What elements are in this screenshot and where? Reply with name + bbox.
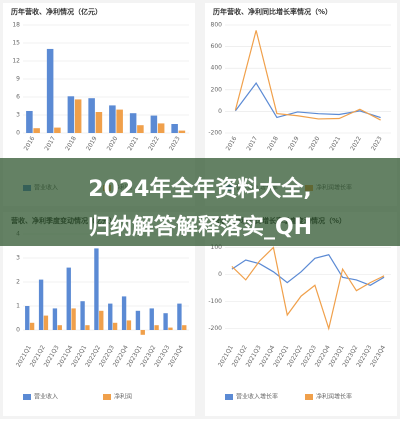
bar (168, 327, 173, 330)
legend-swatch (103, 394, 111, 400)
bar (80, 301, 85, 330)
bar (85, 325, 90, 330)
bar (116, 109, 123, 133)
bar (163, 313, 168, 330)
bar (171, 124, 178, 133)
legend-swatch (225, 394, 233, 400)
bar (150, 115, 158, 133)
bar (177, 303, 182, 330)
line (234, 30, 381, 121)
bar (126, 320, 132, 330)
bar (121, 296, 127, 330)
y-tick-label: 200 (211, 86, 223, 93)
bar (74, 99, 82, 133)
y-tick-label: 0 (16, 327, 20, 334)
line (231, 254, 385, 286)
bar (157, 123, 165, 133)
y-tick-label: 1 (16, 303, 20, 310)
y-tick-label: 0 (218, 271, 222, 278)
bar (33, 128, 40, 133)
y-tick-label: 0 (16, 130, 20, 137)
bar (71, 308, 76, 330)
banner-line: 归纳解答解释落实_QH (88, 214, 312, 240)
bar (54, 127, 61, 133)
banner-line: 2024年全年资料大全, (88, 176, 312, 202)
bar (38, 279, 44, 330)
y-tick-label: -100 (208, 298, 222, 305)
bar (149, 308, 154, 330)
bar (99, 310, 104, 330)
bar (95, 112, 103, 133)
bar (25, 306, 30, 330)
legend-swatch (23, 394, 31, 400)
line (231, 246, 385, 331)
y-tick-label: 3 (16, 255, 20, 262)
bar (52, 308, 58, 330)
y-tick-label: 9 (16, 76, 20, 83)
bar (109, 105, 116, 133)
bar (178, 130, 186, 133)
legend-label: 净利润 (114, 393, 132, 401)
bar (66, 267, 71, 330)
y-tick-label: 100 (211, 244, 223, 251)
bar (67, 96, 75, 133)
chart-title: 历年营收、净利情况（亿元） (11, 7, 102, 16)
y-tick-label: -200 (208, 130, 222, 137)
legend-swatch (305, 394, 313, 400)
y-tick-label: 400 (211, 65, 223, 72)
y-tick-label: 3 (16, 112, 20, 119)
bar (154, 325, 159, 330)
y-tick-label: 18 (12, 22, 20, 29)
bar (135, 310, 141, 330)
bar (137, 125, 144, 133)
bar (57, 325, 62, 330)
y-tick-label: 6 (16, 94, 20, 101)
y-tick-label: 12 (12, 58, 20, 65)
bar (26, 110, 33, 133)
line (234, 82, 381, 119)
bar (108, 303, 113, 330)
y-tick-label: 600 (211, 43, 223, 50)
legend-label: 营业收入增长率 (236, 393, 278, 401)
y-tick-label: -200 (208, 325, 222, 332)
bar (182, 325, 187, 330)
legend-label: 净利润增长率 (316, 393, 352, 401)
chart-title: 历年营收、净利同比增长率情况（%） (213, 7, 332, 16)
legend-label: 营业收入 (34, 393, 58, 401)
bar (46, 48, 54, 133)
bar (94, 248, 99, 330)
banner-bg (0, 158, 400, 246)
bar (140, 330, 145, 335)
bar (112, 322, 118, 330)
y-tick-label: 15 (12, 40, 20, 47)
y-tick-label: 0 (218, 108, 222, 115)
y-tick-label: 2 (16, 279, 20, 286)
bar (29, 322, 35, 330)
bar (88, 98, 95, 133)
y-tick-label: 800 (211, 22, 223, 29)
bar (129, 113, 137, 133)
bar (43, 315, 49, 330)
